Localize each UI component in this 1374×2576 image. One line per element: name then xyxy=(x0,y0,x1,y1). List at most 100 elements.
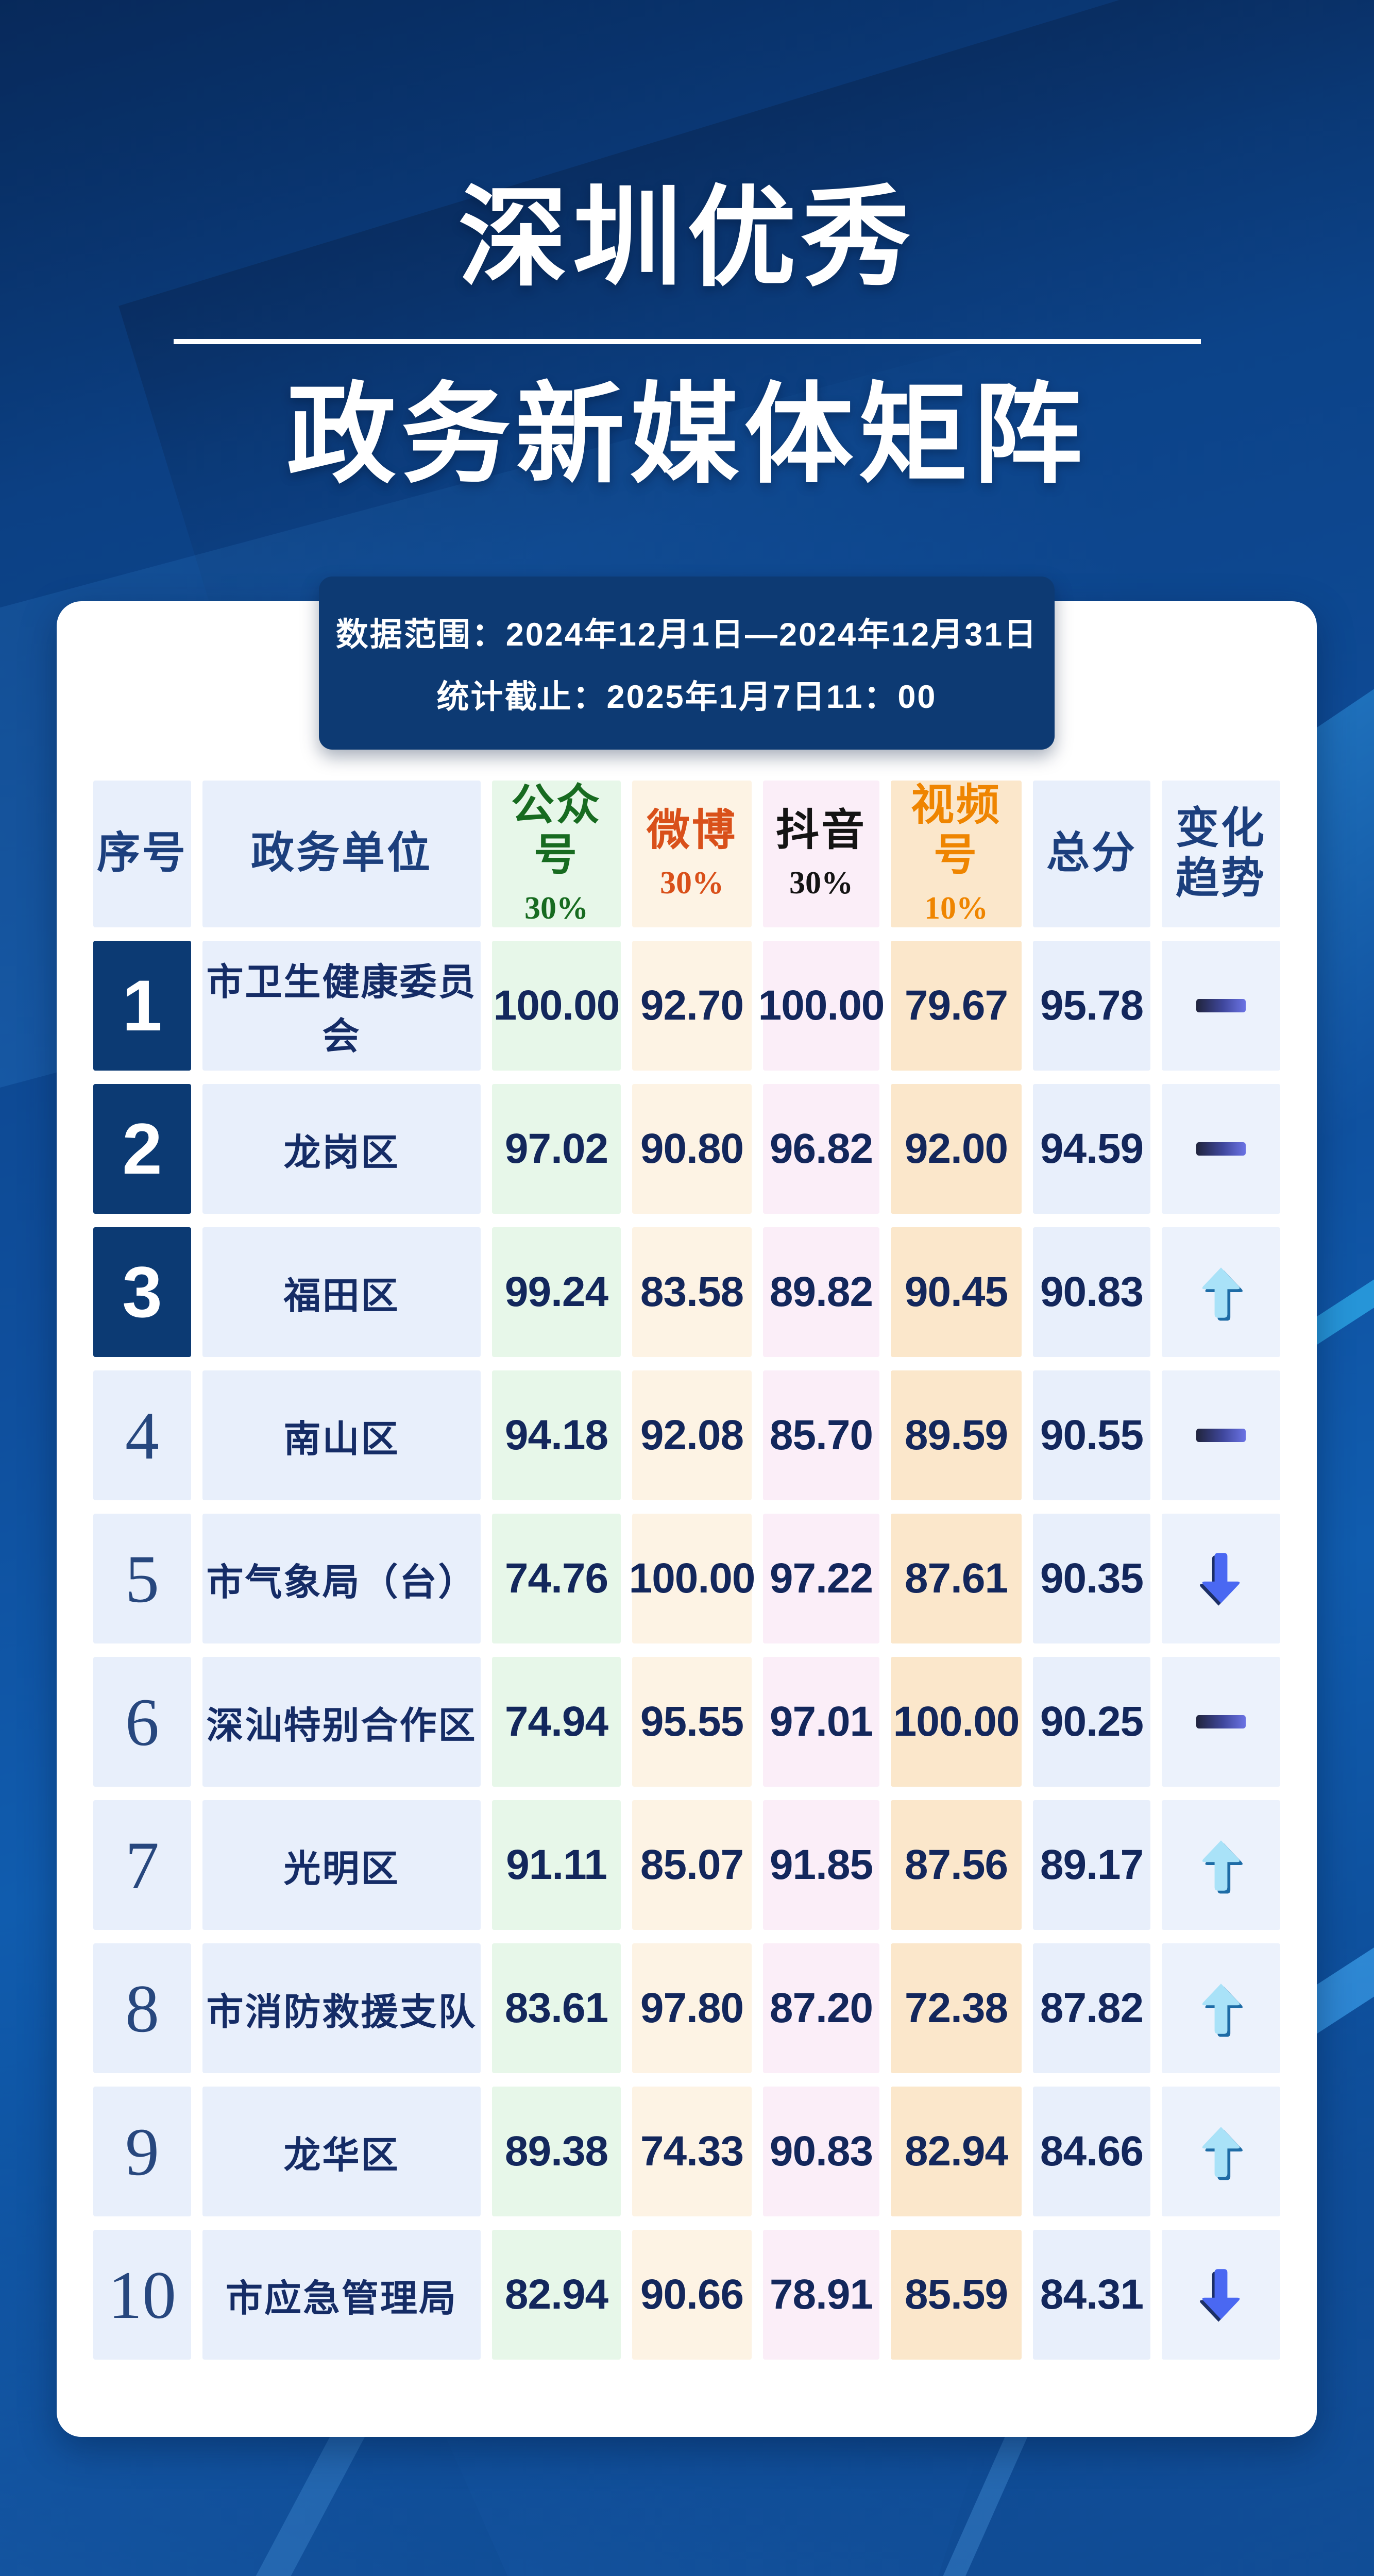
weibo-score-cell: 92.70 xyxy=(632,941,752,1071)
wechat-score-cell: 100.00 xyxy=(492,941,621,1071)
rank-cell: 2 xyxy=(93,1084,191,1214)
rank-cell: 8 xyxy=(93,1943,191,2073)
unit-cell: 市卫生健康委员会 xyxy=(202,941,481,1071)
header-weibo-label: 微博 xyxy=(646,806,737,855)
page-title-line1: 深圳优秀 xyxy=(458,177,916,299)
trend-cell xyxy=(1162,1084,1280,1214)
channels-score-cell: 89.59 xyxy=(891,1370,1022,1500)
stats-cutoff-text: 统计截止：2025年1月7日11：00 xyxy=(436,679,937,715)
header-douyin-label: 抖音 xyxy=(775,806,867,855)
ranking-table: 序号 政务单位 公众号 30% 微博 30% 抖音 30% 视频号 10% xyxy=(57,781,1317,2360)
douyin-score-cell: 89.82 xyxy=(763,1227,879,1357)
total-score-cell: 84.66 xyxy=(1033,2087,1150,2216)
douyin-score-cell: 91.85 xyxy=(763,1800,879,1930)
title-block: 深圳优秀 政务新媒体矩阵 xyxy=(0,181,1374,492)
trend-cell xyxy=(1162,1657,1280,1787)
total-score-cell: 95.78 xyxy=(1033,941,1150,1071)
title-divider xyxy=(173,339,1201,345)
down-arrow-icon xyxy=(1199,1553,1240,1606)
header-rank: 序号 xyxy=(93,781,191,927)
trend-cell xyxy=(1162,2230,1280,2360)
header-weibo-weight: 30% xyxy=(660,866,724,901)
channels-score-cell: 85.59 xyxy=(891,2230,1022,2360)
header-unit: 政务单位 xyxy=(202,781,481,927)
header-total-label: 总分 xyxy=(1046,829,1137,878)
rank-cell: 1 xyxy=(93,941,191,1071)
page-title-line2: 政务新媒体矩阵 xyxy=(286,374,1088,496)
wechat-score-cell: 74.76 xyxy=(492,1514,621,1643)
wechat-score-cell: 83.61 xyxy=(492,1943,621,2073)
header-channels: 视频号 10% xyxy=(891,781,1022,927)
trend-cell xyxy=(1162,1514,1280,1643)
total-score-cell: 89.17 xyxy=(1033,1800,1150,1930)
wechat-score-cell: 74.94 xyxy=(492,1657,621,1787)
weibo-score-cell: 83.58 xyxy=(632,1227,752,1357)
trend-cell xyxy=(1162,1800,1280,1930)
rank-cell: 10 xyxy=(93,2230,191,2360)
wechat-score-cell: 82.94 xyxy=(492,2230,621,2360)
total-score-cell: 90.55 xyxy=(1033,1370,1150,1500)
header-weibo: 微博 30% xyxy=(632,781,752,927)
header-trend-line1: 变化 xyxy=(1175,804,1266,853)
douyin-score-cell: 85.70 xyxy=(763,1370,879,1500)
flat-trend-icon xyxy=(1196,999,1246,1012)
total-score-cell: 90.35 xyxy=(1033,1514,1150,1643)
rank-cell: 4 xyxy=(93,1370,191,1500)
total-score-cell: 90.83 xyxy=(1033,1227,1150,1357)
channels-score-cell: 72.38 xyxy=(891,1943,1022,2073)
header-wechat-weight: 30% xyxy=(524,890,588,926)
down-arrow-icon xyxy=(1199,2269,1240,2322)
total-score-cell: 84.31 xyxy=(1033,2230,1150,2360)
douyin-score-cell: 87.20 xyxy=(763,1943,879,2073)
header-wechat-label: 公众号 xyxy=(511,782,602,879)
unit-cell: 市应急管理局 xyxy=(202,2230,481,2360)
weibo-score-cell: 85.07 xyxy=(632,1800,752,1930)
flat-trend-icon xyxy=(1196,1142,1246,1156)
douyin-score-cell: 97.22 xyxy=(763,1514,879,1643)
up-arrow-icon xyxy=(1202,1984,1243,2037)
channels-score-cell: 87.56 xyxy=(891,1800,1022,1930)
data-range-box: 数据范围：2024年12月1日—2024年12月31日 统计截止：2025年1月… xyxy=(319,577,1055,750)
weibo-score-cell: 97.80 xyxy=(632,1943,752,2073)
trend-cell xyxy=(1162,941,1280,1071)
douyin-score-cell: 90.83 xyxy=(763,2087,879,2216)
header-douyin-weight: 30% xyxy=(789,866,853,901)
unit-cell: 龙华区 xyxy=(202,2087,481,2216)
douyin-score-cell: 100.00 xyxy=(758,941,885,1071)
unit-cell: 南山区 xyxy=(202,1370,481,1500)
rank-cell: 5 xyxy=(93,1514,191,1643)
up-arrow-icon xyxy=(1202,1840,1243,1894)
total-score-cell: 94.59 xyxy=(1033,1084,1150,1214)
header-trend: 变化 趋势 xyxy=(1162,781,1280,927)
weibo-score-cell: 100.00 xyxy=(629,1514,755,1643)
header-rank-label: 序号 xyxy=(96,829,188,878)
weibo-score-cell: 74.33 xyxy=(632,2087,752,2216)
rank-cell: 3 xyxy=(93,1227,191,1357)
header-douyin: 抖音 30% xyxy=(763,781,879,927)
rank-cell: 6 xyxy=(93,1657,191,1787)
wechat-score-cell: 89.38 xyxy=(492,2087,621,2216)
header-channels-weight: 10% xyxy=(924,890,988,926)
douyin-score-cell: 97.01 xyxy=(763,1657,879,1787)
up-arrow-icon xyxy=(1202,2127,1243,2180)
rank-cell: 7 xyxy=(93,1800,191,1930)
unit-cell: 龙岗区 xyxy=(202,1084,481,1214)
up-arrow-icon xyxy=(1202,1267,1243,1321)
unit-cell: 福田区 xyxy=(202,1227,481,1357)
ranking-card: 数据范围：2024年12月1日—2024年12月31日 统计截止：2025年1月… xyxy=(57,577,1317,2437)
total-score-cell: 87.82 xyxy=(1033,1943,1150,2073)
channels-score-cell: 79.67 xyxy=(891,941,1022,1071)
trend-cell xyxy=(1162,1227,1280,1357)
total-score-cell: 90.25 xyxy=(1033,1657,1150,1787)
trend-cell xyxy=(1162,1370,1280,1500)
trend-cell xyxy=(1162,1943,1280,2073)
header-trend-line2: 趋势 xyxy=(1175,854,1266,903)
channels-score-cell: 87.61 xyxy=(891,1514,1022,1643)
channels-score-cell: 82.94 xyxy=(891,2087,1022,2216)
unit-cell: 光明区 xyxy=(202,1800,481,1930)
channels-score-cell: 100.00 xyxy=(891,1657,1022,1787)
douyin-score-cell: 78.91 xyxy=(763,2230,879,2360)
wechat-score-cell: 99.24 xyxy=(492,1227,621,1357)
unit-cell: 市消防救援支队 xyxy=(202,1943,481,2073)
